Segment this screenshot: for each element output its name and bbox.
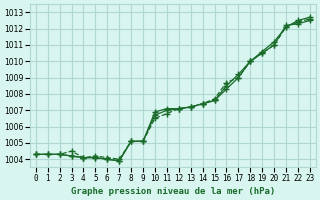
X-axis label: Graphe pression niveau de la mer (hPa): Graphe pression niveau de la mer (hPa) xyxy=(71,187,275,196)
